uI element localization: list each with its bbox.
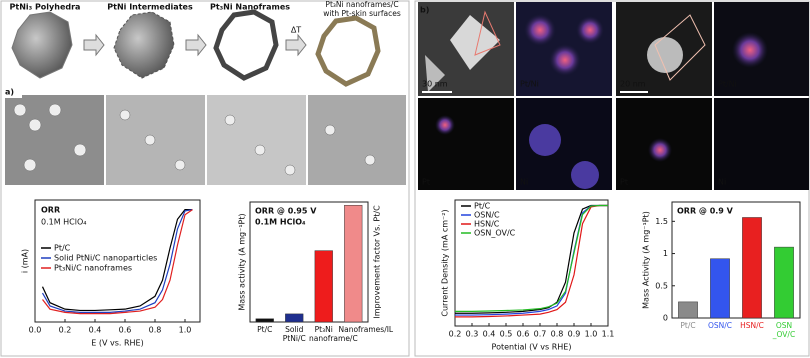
eds-maps bbox=[418, 2, 809, 190]
series-line bbox=[455, 204, 608, 318]
scale-bar-label: 20 nm bbox=[620, 80, 646, 89]
polyhedron bbox=[113, 11, 175, 79]
map-label: Pt bbox=[422, 178, 430, 187]
x-tick-label: 0.6 bbox=[119, 326, 132, 335]
x-tick-label: OSN/C bbox=[707, 321, 733, 330]
y-axis-label: Mass activity (A mg⁻¹Pt) bbox=[238, 213, 247, 310]
x-tick-label: 0.7 bbox=[534, 330, 547, 339]
legend-label: Pt/C bbox=[54, 244, 71, 253]
x-tick-label: Pt/C bbox=[257, 325, 273, 334]
annotation: ORR @ 0.9 V bbox=[677, 207, 734, 216]
x-tick-label: 0.9 bbox=[568, 330, 581, 339]
label-box bbox=[2, 86, 22, 98]
x-tick-label: 0.0 bbox=[29, 326, 42, 335]
series-line bbox=[41, 209, 193, 313]
step-title: PtNi₃ Polyhedra bbox=[10, 3, 81, 12]
bar bbox=[678, 301, 698, 319]
annotation: 0.1M HClO₄ bbox=[255, 218, 306, 227]
annotation: ORR bbox=[41, 206, 60, 215]
x-tick-label: OSN _OV/C bbox=[772, 321, 796, 339]
scale-bar-label: 30 nm bbox=[422, 80, 448, 89]
series-line bbox=[42, 209, 193, 315]
annotation: 0.1M HClO₄ bbox=[41, 218, 87, 227]
map-label: Ni bbox=[718, 178, 726, 187]
tem-image bbox=[106, 95, 205, 185]
x-axis-label: E (V vs. RHE) bbox=[91, 339, 143, 348]
x-tick-label: 0.6 bbox=[517, 330, 530, 339]
bar bbox=[710, 258, 730, 319]
y-tick-label: 1 bbox=[663, 249, 668, 258]
nanoframe bbox=[315, 15, 381, 87]
x-tick-label: 0.5 bbox=[500, 330, 513, 339]
y-tick-label: 0 bbox=[663, 314, 668, 323]
legend-label: HSN/C bbox=[474, 220, 500, 229]
panel-label: a) bbox=[5, 88, 14, 97]
x-tick-label: 0.2 bbox=[449, 330, 462, 339]
legend-label: OSN_OV/C bbox=[474, 229, 516, 238]
panel-label: b) bbox=[420, 6, 429, 15]
x-tick-label: Pt₃Ni nanoframe/C bbox=[309, 325, 358, 343]
x-tick-label: 1.0 bbox=[585, 330, 598, 339]
particles bbox=[13, 103, 376, 176]
x-tick-label: 0.4 bbox=[483, 330, 496, 339]
plot-frame bbox=[34, 199, 201, 323]
x-tick-label: 0.8 bbox=[149, 326, 162, 335]
x-tick-label: 0.4 bbox=[89, 326, 102, 335]
nanoframe bbox=[213, 9, 279, 81]
y-axis-label: Mass Activity (A mg⁻¹Pt) bbox=[642, 211, 651, 309]
legend-label: Pt₃Ni/C nanoframes bbox=[54, 264, 132, 273]
bar bbox=[344, 204, 363, 323]
x-tick-label: Pt/C bbox=[680, 321, 696, 330]
panel-a-frame bbox=[0, 0, 410, 357]
series-line bbox=[455, 204, 608, 312]
legend-label: OSN/C bbox=[474, 211, 500, 220]
tem-image bbox=[308, 95, 406, 185]
x-tick-label: 1.0 bbox=[179, 326, 192, 335]
plot-frame bbox=[671, 201, 801, 319]
map-label: Pt/Ni bbox=[718, 80, 737, 89]
x-tick-label: Solid PtNi/C bbox=[282, 325, 306, 343]
bar bbox=[742, 217, 762, 319]
map-label: Pt/Ni bbox=[520, 80, 539, 89]
step-title: Pt₃Ni nanoframes/C with Pt-skin surfaces bbox=[323, 0, 401, 18]
polyhedron bbox=[11, 11, 73, 79]
bar bbox=[285, 313, 304, 323]
x-tick-label: HSN/C bbox=[740, 321, 764, 330]
legend-label: Solid PtNi/C nanoparticles bbox=[54, 254, 157, 263]
step-title: PtNi Intermediates bbox=[107, 3, 193, 12]
arrows bbox=[83, 33, 307, 57]
bar bbox=[774, 246, 794, 319]
x-tick-label: Nanoframes/IL bbox=[338, 325, 394, 334]
arrow-label: ΔT bbox=[291, 26, 301, 35]
map-label: Ni bbox=[520, 178, 528, 187]
map-label: Pt bbox=[620, 178, 628, 187]
bar bbox=[314, 250, 333, 323]
y-axis-label: i (mA) bbox=[21, 249, 30, 273]
x-tick-label: 0.3 bbox=[466, 330, 479, 339]
y2-axis-label: Improvement factor Vs. Pt/C bbox=[373, 205, 382, 319]
plot-frame bbox=[249, 201, 369, 323]
y-tick-label: 0.5 bbox=[655, 281, 668, 290]
x-axis-label: Potential (V vs RHE) bbox=[492, 343, 572, 352]
y-tick-label: 1.5 bbox=[655, 217, 668, 226]
x-tick-label: 1.1 bbox=[602, 330, 615, 339]
legend-label: Pt/C bbox=[474, 202, 491, 211]
step-title: Pt₃Ni Nanoframes bbox=[210, 3, 290, 12]
bar bbox=[255, 318, 274, 323]
x-tick-label: 0.2 bbox=[59, 326, 72, 335]
series-line bbox=[41, 209, 193, 312]
y-axis-label: Current Density (mA cm⁻²) bbox=[441, 209, 450, 316]
x-tick-label: 0.8 bbox=[551, 330, 564, 339]
plot-frame bbox=[454, 199, 609, 327]
annotation: ORR @ 0.95 V bbox=[255, 207, 317, 216]
